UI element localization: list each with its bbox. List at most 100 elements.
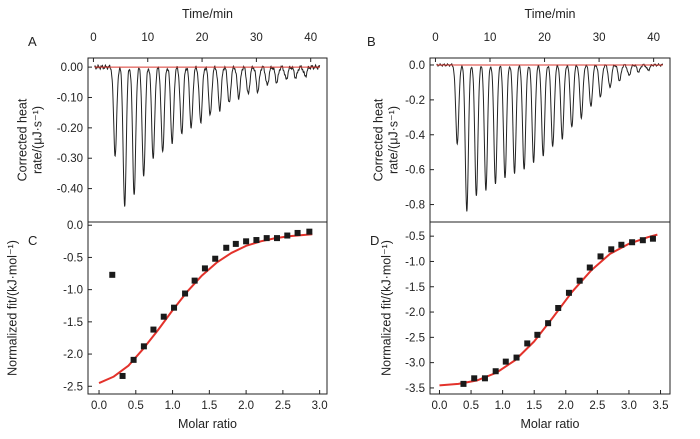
plot-frame [429, 221, 671, 395]
panel-c: C 0.0 0.5 1.0 1.5 2.0 2.5 3.0 Molar ratio 0.0 -0.5… [5, 220, 327, 431]
data-point [171, 304, 178, 311]
y-tick-label: -0.20 [57, 123, 83, 135]
panel-d: D 0.0 0.5 1.0 1.5 2.0 2.5 3.0 3.5 Molar ratio -0.5… [370, 221, 671, 431]
data-point [639, 237, 646, 244]
y-tick-label: -0.5 [63, 252, 83, 264]
x-tick-label: 40 [647, 32, 660, 44]
y-tick-label: -1.5 [63, 317, 83, 329]
data-point [471, 375, 478, 382]
y-tick-label: -2.0 [63, 349, 83, 361]
x-tick-label: 2.0 [558, 400, 574, 412]
data-point [608, 246, 615, 253]
y-tick-label: 0.00 [61, 62, 83, 74]
x-tick-label: 2.5 [275, 400, 291, 412]
data-point [597, 253, 604, 260]
x-tick-label: 3.5 [653, 400, 669, 412]
y-tick-label: -1.0 [405, 256, 425, 268]
y-tick-label: -3.0 [405, 358, 425, 370]
panel-letter: B [367, 34, 376, 49]
y-tick-label: -0.2 [405, 95, 425, 107]
y-tick-label: -3.5 [405, 383, 425, 395]
panel-a: A 0 10 20 30 40 Time/min 0.00 -0.10 -0.20 -0.30 -0.… [15, 7, 328, 223]
x-tick-label: 10 [141, 32, 154, 44]
x-axis-title: Molar ratio [520, 417, 579, 431]
data-point [524, 340, 531, 347]
x-tick-label: 20 [196, 32, 209, 44]
data-point [534, 331, 541, 338]
panel-letter: A [28, 34, 37, 49]
x-tick-label: 3.0 [621, 400, 637, 412]
y-tick-label: -0.4 [405, 130, 425, 142]
data-point [555, 305, 562, 311]
y-tick-label: -2.0 [405, 307, 425, 319]
data-point [253, 237, 260, 244]
y-tick-label: 0.0 [409, 60, 425, 72]
heat-trace [94, 63, 321, 207]
y-tick-label: -1.5 [405, 282, 425, 294]
data-point [649, 235, 656, 242]
heat-trace [436, 62, 664, 212]
x-tick-label: 20 [538, 32, 551, 44]
fit-curve [439, 233, 658, 387]
y-axis-title: Corrected heat [371, 98, 385, 181]
y-axis-title: Normalized fit/(kJ·mol⁻¹) [5, 240, 19, 376]
data-point [160, 313, 167, 320]
data-point [284, 232, 291, 239]
data-point [212, 255, 219, 262]
x-tick-label: 2.0 [238, 400, 254, 412]
data-point [273, 235, 280, 242]
x-tick-label: 0.0 [91, 400, 107, 412]
data-point [191, 277, 198, 284]
x-axis-title: Molar ratio [178, 417, 237, 431]
data-point [109, 271, 116, 278]
data-point [565, 289, 572, 296]
panel-letter: C [28, 233, 37, 248]
plot-frame [87, 221, 328, 395]
data-point [306, 228, 313, 235]
x-axis-title: Time/min [525, 7, 576, 21]
data-point [130, 356, 137, 363]
x-tick-label: 1.0 [165, 400, 181, 412]
x-tick-label: 1.5 [201, 400, 217, 412]
x-tick-label: 30 [593, 32, 606, 44]
y-axis-title: Corrected heat [15, 98, 29, 181]
data-point [223, 244, 230, 251]
x-tick-label: 40 [304, 32, 317, 44]
x-tick-label: 0.5 [463, 400, 479, 412]
y-tick-label: -2.5 [405, 332, 425, 344]
data-point [294, 229, 301, 236]
y-tick-label: -2.5 [63, 381, 83, 393]
data-point [586, 264, 593, 271]
y-tick-label: -0.8 [405, 200, 425, 212]
data-point [481, 375, 488, 382]
data-point [263, 235, 270, 242]
data-point [618, 241, 625, 248]
data-point [545, 320, 552, 327]
data-point [243, 238, 250, 245]
y-tick-label: -0.5 [405, 231, 425, 243]
x-tick-label: 3.0 [312, 400, 328, 412]
y-axis-title: rate/(μJ·s⁻¹) [386, 106, 400, 174]
x-tick-label: 0.5 [128, 400, 144, 412]
data-point [119, 372, 126, 379]
data-point [492, 368, 499, 375]
data-point [502, 358, 509, 365]
data-point [182, 290, 189, 297]
y-tick-label: -0.30 [57, 153, 83, 165]
x-tick-label: 0.0 [431, 400, 447, 412]
data-point [513, 354, 520, 361]
y-tick-label: -0.40 [57, 184, 83, 196]
x-tick-label: 10 [484, 32, 497, 44]
y-tick-label: -1.0 [63, 285, 83, 297]
data-point [201, 265, 208, 272]
x-axis-title: Time/min [182, 7, 233, 21]
data-point [629, 239, 636, 246]
x-tick-label: 0 [90, 32, 96, 44]
data-point [150, 326, 157, 333]
x-tick-label: 1.0 [495, 400, 511, 412]
x-tick-label: 30 [250, 32, 263, 44]
panel-letter: D [370, 233, 379, 248]
y-tick-label: 0.0 [67, 220, 83, 232]
panel-b: B 0 10 20 30 40 Time/min 0.0 -0.2 -0.4 -0.6 -0.8 Cor… [367, 7, 671, 223]
